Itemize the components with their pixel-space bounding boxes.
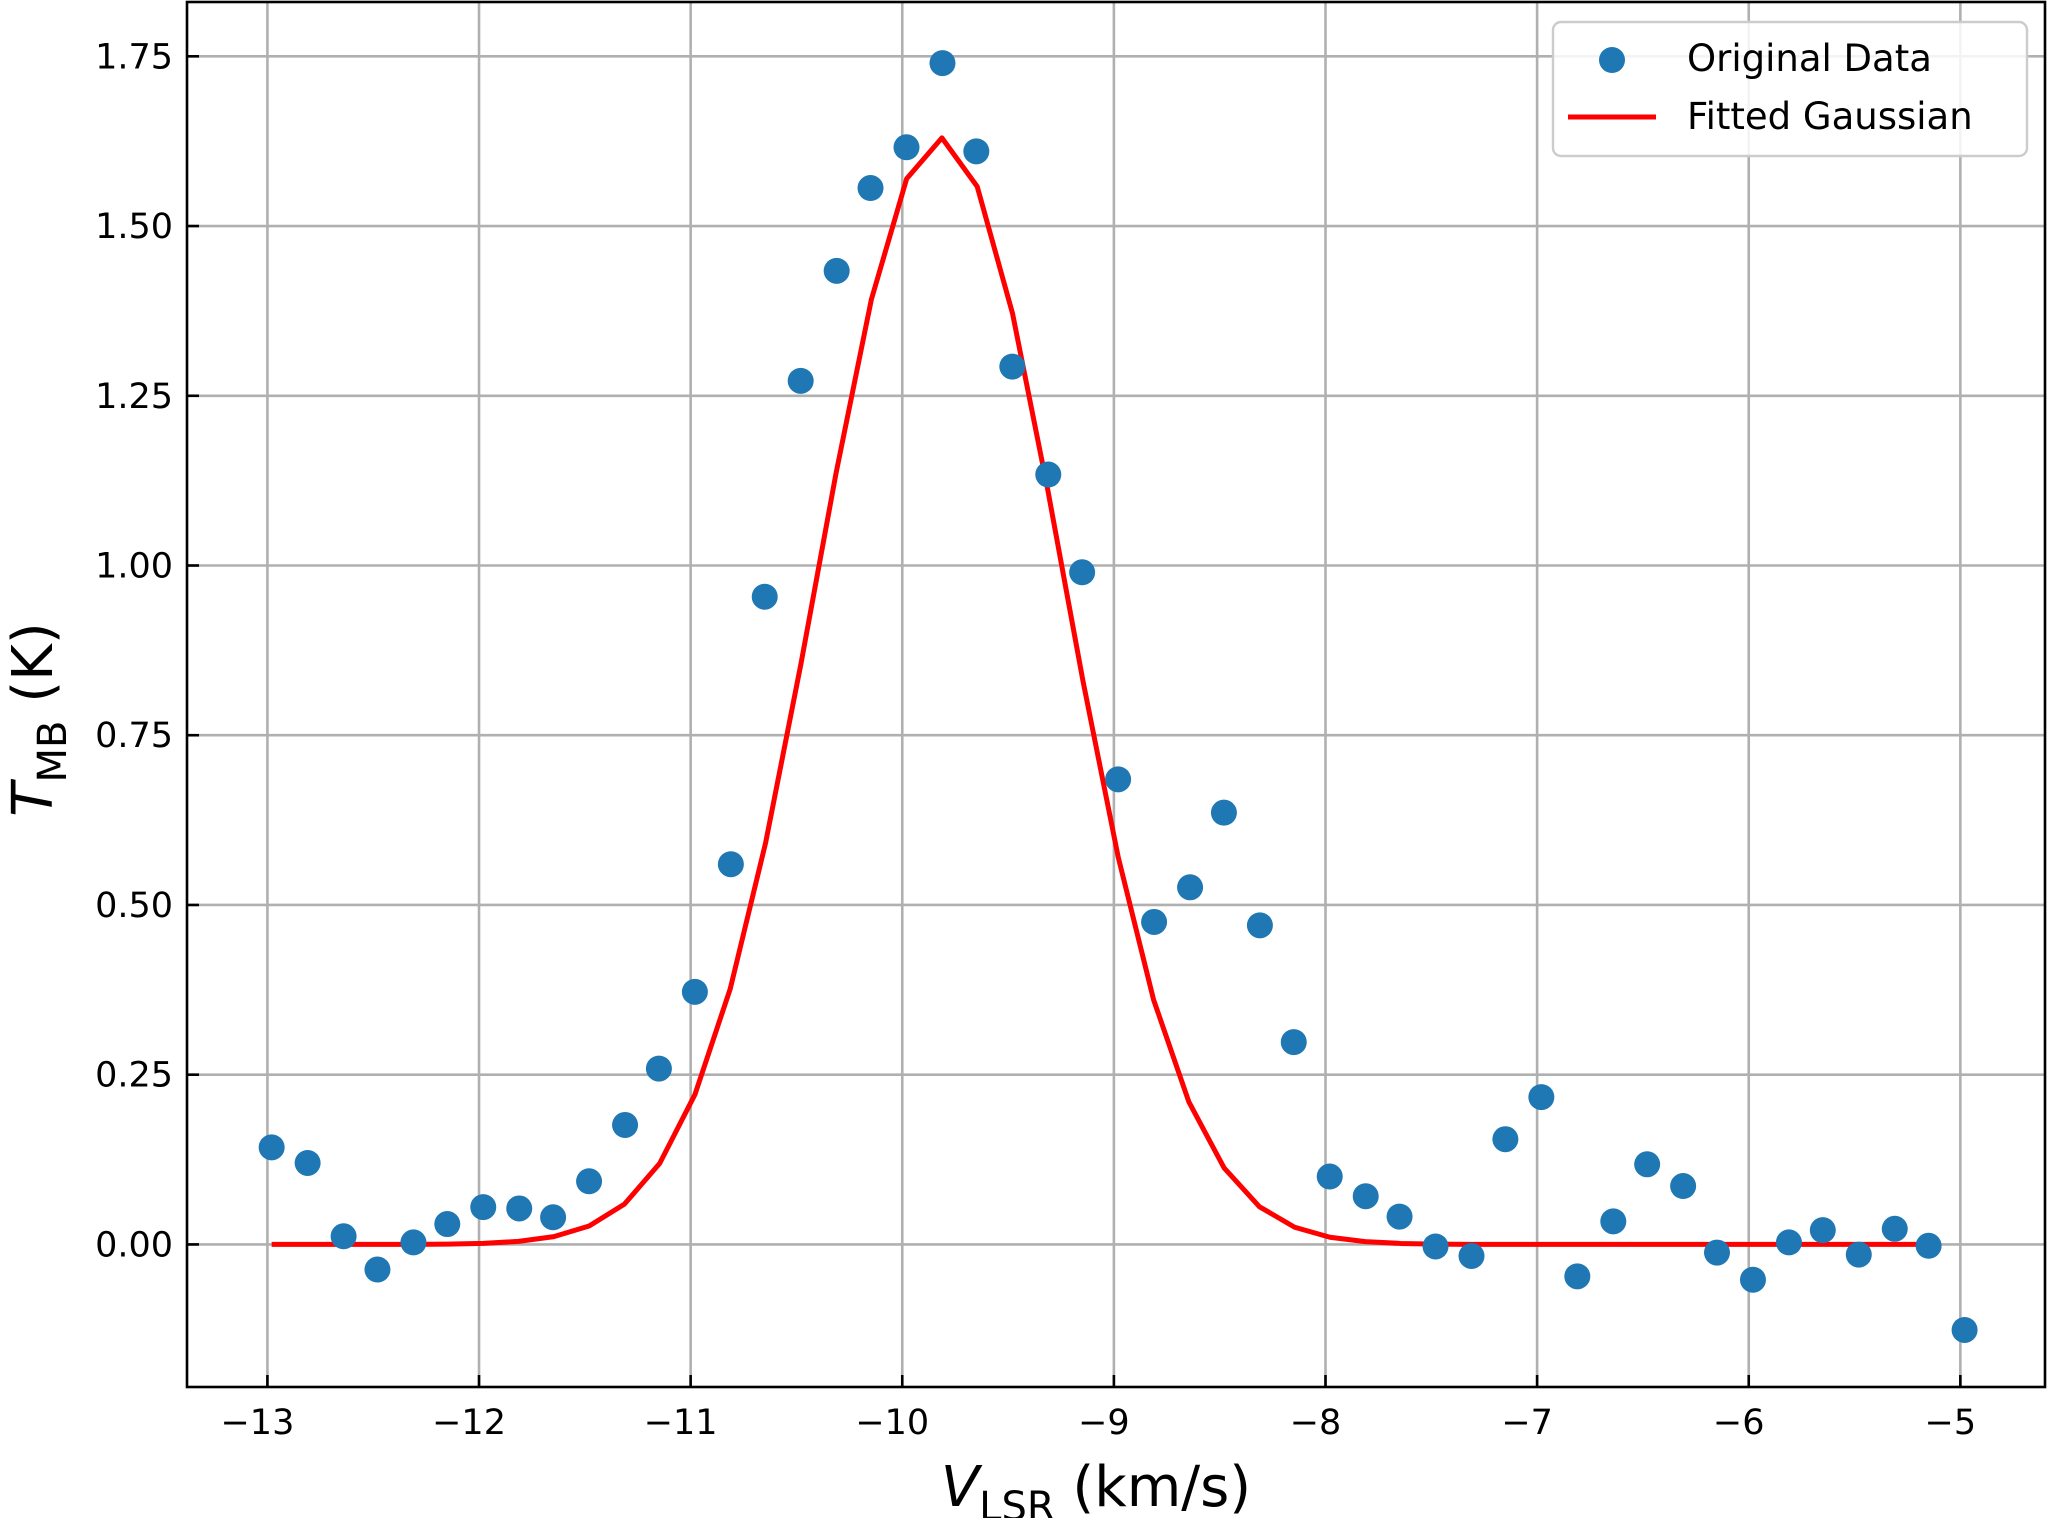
legend-label-fitted-gaussian: Fitted Gaussian [1687, 95, 1973, 138]
x-tick-label: −12 [432, 1403, 506, 1443]
data-point [1703, 1239, 1730, 1266]
x-tick-label: −11 [644, 1403, 718, 1443]
data-point [400, 1229, 427, 1256]
x-tick-label: −6 [1713, 1403, 1765, 1443]
data-point [1845, 1241, 1872, 1268]
fitted-gaussian-line [271, 135, 1930, 1247]
data-point [364, 1256, 391, 1283]
y-axis: 0.00 0.25 0.50 0.75 1.00 1.25 1.50 1.75 [95, 37, 199, 1265]
data-point [1280, 1029, 1307, 1056]
data-point [576, 1168, 603, 1195]
axis-units: (K) [1, 622, 66, 720]
x-axis: −13 −12 −11 −10 −9 −8 −7 −6 −5 [220, 1375, 1976, 1443]
data-point [1564, 1263, 1591, 1290]
y-tick-label: 0.25 [95, 1056, 173, 1096]
data-point [1352, 1183, 1379, 1210]
data-point [1775, 1229, 1802, 1256]
data-point [1492, 1126, 1519, 1153]
grid [187, 2, 2045, 1387]
data-point [681, 978, 708, 1005]
data-point [963, 138, 990, 165]
y-tick-label: 0.75 [95, 716, 173, 756]
x-tick-label: −8 [1290, 1403, 1342, 1443]
data-point [1105, 766, 1132, 793]
data-point [506, 1195, 533, 1222]
data-point [787, 367, 814, 394]
data-point [1210, 799, 1237, 826]
data-point [645, 1055, 672, 1082]
data-point [1458, 1242, 1485, 1269]
fitted-gaussian-series [271, 135, 1930, 1247]
data-point [330, 1223, 357, 1250]
data-point [1739, 1266, 1766, 1293]
data-point [294, 1149, 321, 1176]
y-axis-label: TMB (K) [1, 622, 76, 816]
y-tick-label: 1.50 [95, 207, 173, 247]
legend-box [1551, 20, 2029, 158]
data-point [1246, 912, 1273, 939]
axis-symbol: V [941, 1455, 983, 1518]
data-point [717, 851, 744, 878]
axis-symbol: T [1, 779, 66, 817]
y-tick-label: 0.00 [95, 1225, 173, 1265]
data-point [823, 257, 850, 284]
data-point [470, 1194, 497, 1221]
y-tick-label: 1.00 [95, 547, 173, 587]
data-point [1915, 1232, 1942, 1259]
y-tick-label: 0.50 [95, 886, 173, 926]
data-point [1600, 1208, 1627, 1235]
x-axis-label: VLSR (km/s) [941, 1455, 1251, 1518]
data-point [1670, 1173, 1697, 1200]
original-data-series [258, 50, 1978, 1343]
data-point [1881, 1215, 1908, 1242]
data-point [999, 353, 1026, 380]
data-point [857, 175, 884, 202]
data-point [434, 1211, 461, 1238]
x-tick-label: −7 [1501, 1403, 1553, 1443]
data-point [1035, 461, 1062, 488]
plot-frame [185, 0, 2047, 1389]
data-point [1141, 908, 1168, 935]
data-point [612, 1111, 639, 1138]
legend: Original Data Fitted Gaussian [1551, 20, 2029, 158]
x-tick-label: −5 [1925, 1403, 1977, 1443]
data-point [1386, 1203, 1413, 1230]
axes-frame [185, 0, 2047, 1389]
y-tick-label: 1.25 [95, 377, 173, 417]
data-point [1316, 1163, 1343, 1190]
y-tick-label: 1.75 [95, 37, 173, 77]
data-point [751, 583, 778, 610]
legend-marker-original-data [1599, 47, 1625, 73]
x-tick-label: −10 [855, 1403, 929, 1443]
data-point [1634, 1151, 1661, 1178]
data-point [1069, 559, 1096, 586]
axis-subscript: MB [30, 721, 76, 783]
data-point [929, 50, 956, 77]
data-point [540, 1204, 567, 1231]
axis-subscript: LSR [979, 1484, 1054, 1518]
x-tick-label: −13 [220, 1403, 294, 1443]
axis-units: (km/s) [1055, 1455, 1252, 1518]
x-tick-label: −9 [1078, 1403, 1130, 1443]
legend-label-original-data: Original Data [1687, 37, 1932, 80]
data-point [1951, 1316, 1978, 1343]
data-point [1528, 1084, 1555, 1111]
data-point [893, 134, 920, 161]
data-point [1809, 1217, 1836, 1244]
data-point [1422, 1233, 1449, 1260]
data-point [1177, 874, 1204, 901]
data-point [258, 1134, 285, 1161]
